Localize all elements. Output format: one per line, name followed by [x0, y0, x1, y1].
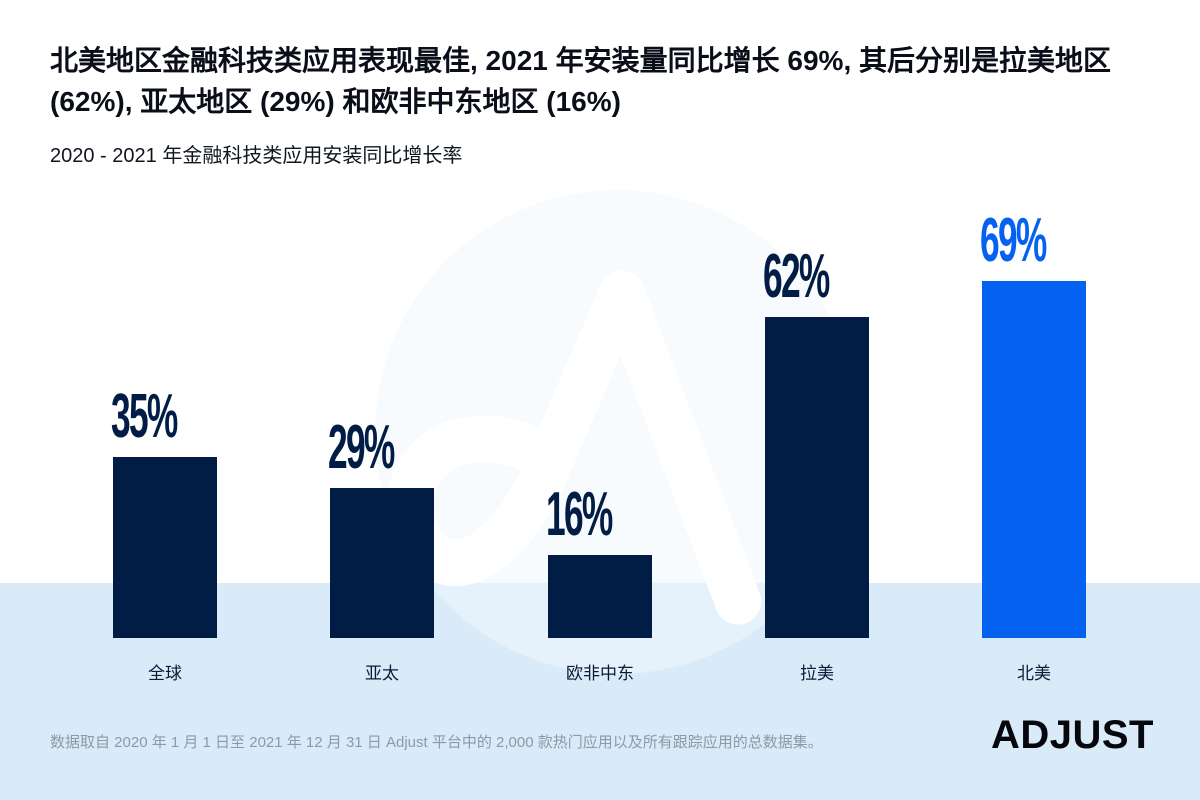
- page-title-line1: 北美地区金融科技类应用表现最佳, 2021 年安装量同比增长 69%, 其后分别…: [50, 45, 1112, 76]
- page-title-line2: (62%), 亚太地区 (29%) 和欧非中东地区 (16%): [50, 86, 621, 118]
- category-label: 北美: [1017, 664, 1051, 683]
- category-label: 欧非中东: [566, 664, 634, 683]
- bar: [765, 317, 869, 638]
- bar-group-3: 16% 欧非中东: [546, 479, 652, 683]
- bar: [330, 488, 434, 638]
- category-label: 亚太: [365, 664, 399, 683]
- bar-value-label: 69%: [980, 205, 1047, 275]
- bar-group-1: 35% 全球: [111, 381, 217, 683]
- bar-value-label: 35%: [111, 381, 178, 451]
- category-label: 拉美: [800, 664, 834, 683]
- bar-group-4: 62% 拉美: [763, 241, 869, 683]
- bar-value-label: 62%: [763, 241, 830, 311]
- bar-group-5: 69% 北美: [980, 205, 1086, 683]
- bar: [113, 457, 217, 638]
- page-title: 北美地区金融科技类应用表现最佳, 2021 年安装量同比增长 69%, 其后分别…: [50, 40, 1165, 122]
- bar: [548, 555, 652, 638]
- chart-subtitle: 2020 - 2021 年金融科技类应用安装同比增长率: [50, 145, 463, 167]
- bar-value-label: 16%: [546, 479, 613, 549]
- category-label: 全球: [148, 664, 182, 683]
- source-note: 数据取自 2020 年 1 月 1 日至 2021 年 12 月 31 日 Ad…: [50, 734, 823, 751]
- bar-group-2: 29% 亚太: [328, 412, 434, 683]
- bar-value-label: 29%: [328, 412, 395, 482]
- adjust-logo: ADJUST: [990, 713, 1154, 757]
- bar: [982, 281, 1086, 638]
